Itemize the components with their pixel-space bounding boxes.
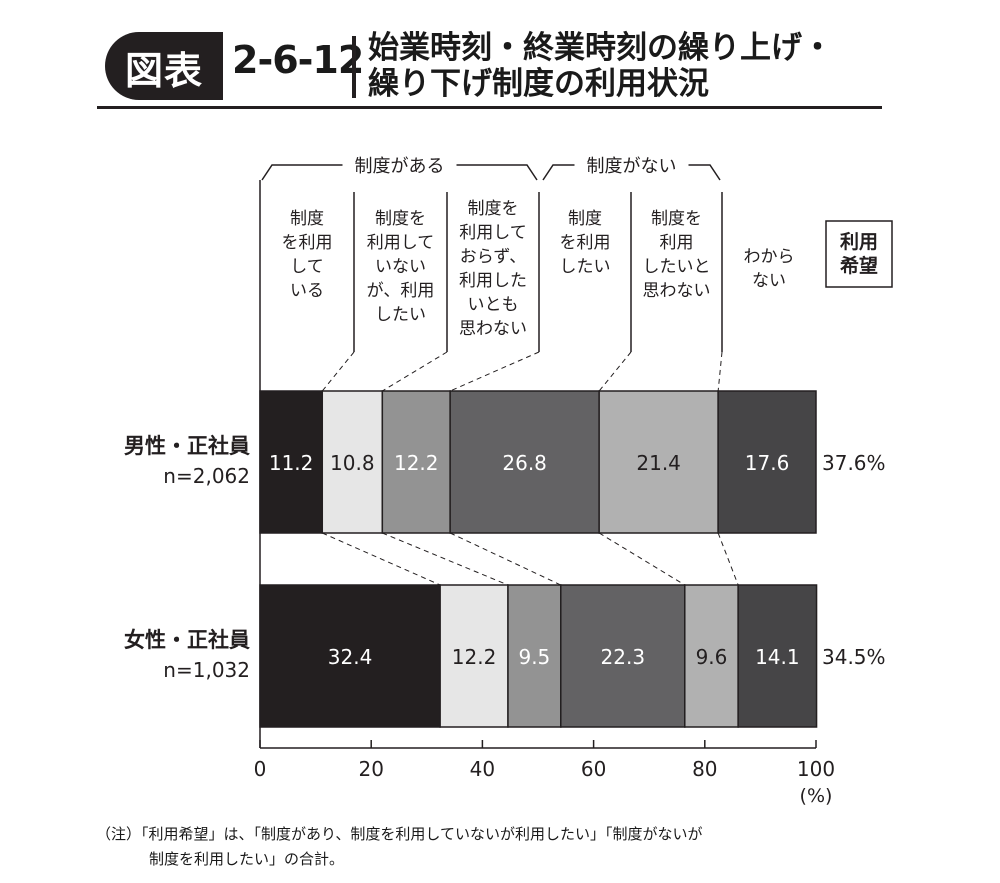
series-header-label: いる xyxy=(290,281,324,301)
group-bracket xyxy=(456,164,538,181)
x-tick-label: 20 xyxy=(358,757,383,781)
title-rule xyxy=(97,106,882,109)
figure-label: 図表 xyxy=(125,49,204,93)
x-tick-label: 0 xyxy=(254,757,267,781)
side-value-label: 37.6% xyxy=(822,451,886,475)
data-label: 12.2 xyxy=(394,451,439,475)
series-header-label: したい xyxy=(375,305,426,325)
header-connector-line xyxy=(449,351,540,392)
bar-segment xyxy=(684,584,739,728)
data-label: 11.2 xyxy=(269,451,314,475)
series-header-label: 制度 xyxy=(568,209,602,229)
title-line-1: 始業時刻・終業時刻の繰り上げ・ xyxy=(368,30,833,66)
series-header-label: 制度を xyxy=(468,199,519,219)
x-tick-label: 60 xyxy=(581,757,606,781)
figure-title: 始業時刻・終業時刻の繰り上げ・ 繰り下げ制度の利用状況 xyxy=(368,30,888,102)
series-header-label: わから xyxy=(744,247,795,267)
series-header-label: 制度を xyxy=(651,209,702,229)
series-header-label: 思わない xyxy=(459,319,527,339)
data-label: 14.1 xyxy=(755,645,800,669)
bar-segment xyxy=(717,390,817,534)
group-bracket xyxy=(542,164,575,181)
group-label: 制度がない xyxy=(587,156,677,177)
series-header-label: して xyxy=(290,257,324,277)
data-label: 12.2 xyxy=(452,645,497,669)
bar-segment xyxy=(507,584,562,728)
title-line-2: 繰り下げ制度の利用状況 xyxy=(368,66,709,102)
series-header-label: いとも xyxy=(468,295,519,315)
x-axis-unit: (%) xyxy=(800,785,833,807)
series-header-label: おらず、 xyxy=(460,247,526,267)
series-header-label: 利用して xyxy=(367,233,435,253)
x-tick-label: 100 xyxy=(797,757,835,781)
group-bracket xyxy=(688,164,721,181)
bar-segment xyxy=(737,584,818,728)
data-label: 32.4 xyxy=(328,645,373,669)
header-connector-line xyxy=(382,351,448,392)
footnote-line-1: （注）「利用希望」は、「制度があり、制度を利用していないが利用したい」「制度がな… xyxy=(96,825,703,843)
series-header-label: 利用 xyxy=(660,233,694,253)
side-column-header: 利用 xyxy=(840,231,878,253)
group-label: 制度がある xyxy=(355,156,445,177)
data-label: 17.6 xyxy=(745,451,790,475)
figure-label-badge: 図表 xyxy=(105,32,223,100)
series-header-label: 利用した xyxy=(459,271,527,291)
connector-line xyxy=(449,532,562,586)
data-label: 9.5 xyxy=(518,645,550,669)
connector-line xyxy=(322,532,441,586)
series-header-label: ない xyxy=(752,271,786,291)
group-bracket xyxy=(261,164,343,181)
data-label: 26.8 xyxy=(502,451,547,475)
series-header-label: 思わない xyxy=(643,281,711,301)
data-label: 10.8 xyxy=(330,451,375,475)
data-label: 9.6 xyxy=(696,645,728,669)
series-header-label: を利用 xyxy=(282,233,333,253)
series-header-label: を利用 xyxy=(560,233,611,253)
footnote-line-2: 制度を利用したい」の合計。 xyxy=(149,850,345,868)
header-connector-line xyxy=(717,351,723,392)
bar-segment xyxy=(598,390,719,534)
header-connector-line xyxy=(598,351,632,392)
category-label: 男性・正社員 xyxy=(124,434,250,458)
series-header-label: したいと xyxy=(643,257,711,277)
data-label: 22.3 xyxy=(601,645,646,669)
connector-line xyxy=(717,532,739,586)
bar-segment xyxy=(560,584,686,728)
x-tick-label: 40 xyxy=(470,757,495,781)
side-value-label: 34.5% xyxy=(822,645,886,669)
header-connector-line xyxy=(321,351,355,392)
series-header-label: したい xyxy=(560,257,611,277)
bar-segment xyxy=(259,584,441,728)
series-header-label: 利用して xyxy=(459,223,527,243)
data-label: 21.4 xyxy=(636,451,681,475)
connector-line xyxy=(598,532,686,586)
category-label: 女性・正社員 xyxy=(124,628,250,652)
series-header-label: が、利用 xyxy=(367,281,435,301)
title-divider xyxy=(352,36,356,98)
series-header-label: 制度 xyxy=(290,209,324,229)
footnote: （注）「利用希望」は、「制度があり、制度を利用していないが利用したい」「制度がな… xyxy=(96,822,702,872)
figure-number: 2-6-12 xyxy=(232,38,364,82)
bar-segment xyxy=(449,390,600,534)
side-column-header: 希望 xyxy=(840,254,878,277)
category-sub-label: n=2,062 xyxy=(163,464,250,488)
x-tick-label: 80 xyxy=(692,757,717,781)
category-sub-label: n=1,032 xyxy=(163,658,250,682)
series-header-label: 制度を xyxy=(375,209,426,229)
connector-line xyxy=(382,532,509,586)
series-header-label: いない xyxy=(375,257,426,277)
side-column-box xyxy=(825,220,893,288)
